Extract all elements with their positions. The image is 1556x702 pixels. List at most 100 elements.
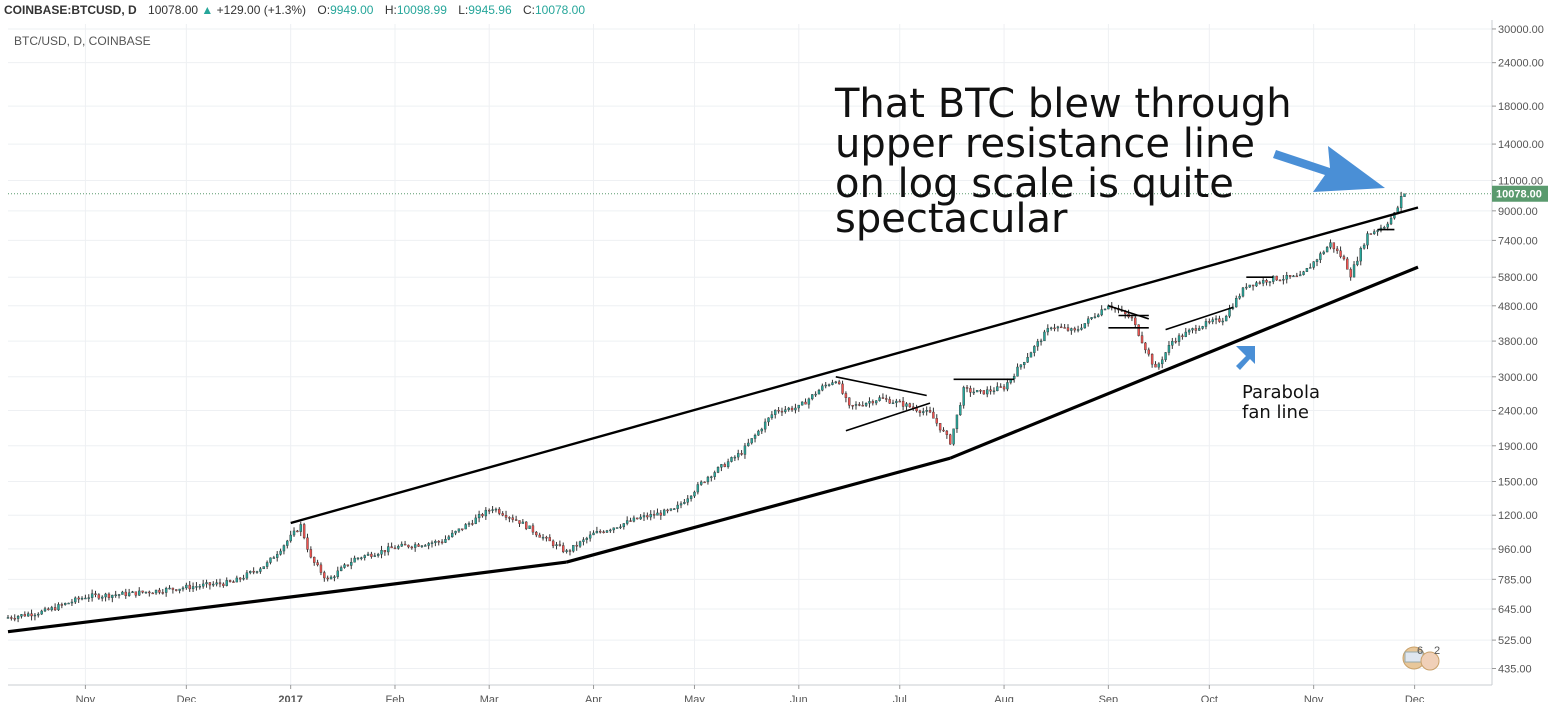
x-tick-label: Oct — [1201, 694, 1218, 702]
y-tick-label: 30000.00 — [1498, 24, 1544, 36]
events-count-b: 2 — [1434, 645, 1440, 657]
candle-body — [1389, 217, 1393, 225]
candle-body — [1241, 287, 1245, 297]
candle-body — [551, 540, 555, 547]
candle-body — [1403, 193, 1406, 197]
candle-body — [191, 586, 195, 590]
x-tick-label: Dec — [177, 694, 197, 702]
candle-body — [743, 445, 747, 455]
candle-body — [794, 407, 797, 411]
candle-body — [1076, 329, 1080, 331]
candle-body — [629, 520, 632, 522]
annotation-line-1: That BTC blew through — [834, 81, 1292, 127]
symbol-info-bar: COINBASE:BTCUSD, D 10078.00 ▲ +129.00 (+… — [0, 0, 1556, 20]
candle-body — [1342, 256, 1346, 260]
candle-body — [874, 400, 878, 404]
candle-body — [945, 430, 949, 435]
candle-body — [518, 520, 521, 524]
candle-body — [1036, 341, 1039, 347]
trend-line-lower-fan-3 — [949, 265, 1419, 460]
candle-body — [1053, 327, 1056, 330]
candle-body — [753, 434, 757, 439]
candle-body — [787, 407, 790, 410]
candle-body — [514, 519, 518, 521]
candle-body — [662, 509, 666, 516]
candle-body — [144, 591, 148, 594]
candle-body — [679, 503, 683, 506]
candle-body — [50, 607, 53, 611]
candle-body — [60, 604, 64, 606]
candle-body — [844, 393, 848, 398]
candle-body — [488, 509, 491, 512]
candle-body — [733, 456, 737, 459]
candle-body — [1177, 335, 1181, 342]
candle-body — [1359, 248, 1362, 262]
candle-body — [430, 542, 434, 544]
candle-body — [1171, 340, 1174, 346]
candle-body — [87, 597, 90, 599]
candle-body — [1066, 327, 1070, 331]
candle-body — [454, 530, 457, 534]
candle-body — [639, 516, 642, 520]
candle-body — [117, 594, 121, 596]
symbol-label[interactable]: COINBASE:BTCUSD, D — [4, 3, 137, 17]
candle-body — [1238, 295, 1241, 299]
candle-body — [16, 616, 20, 619]
candle-body — [1161, 359, 1164, 365]
candle-body — [413, 544, 417, 548]
candle-body — [1090, 317, 1093, 320]
events-badge[interactable]: 6 2 — [1402, 645, 1440, 671]
candle-body — [612, 527, 615, 531]
candle-body — [417, 544, 420, 547]
candle-body — [962, 387, 965, 406]
candle-body — [656, 512, 659, 516]
candle-body — [225, 580, 228, 586]
candle-body — [673, 508, 676, 510]
y-tick-label: 7400.00 — [1498, 235, 1538, 247]
price-chart[interactable]: 435.00 525.00 645.00 785.00 960.00 1200.00 150… — [0, 20, 1556, 702]
candle-body — [959, 405, 962, 416]
candle-body — [898, 400, 901, 403]
candle-body — [683, 502, 686, 504]
candle-body — [1093, 316, 1097, 319]
candle-body — [329, 576, 333, 580]
candle-body — [269, 557, 272, 563]
candle-body — [1248, 284, 1251, 288]
trend-line-oct-channel — [1165, 306, 1234, 331]
low-label: L: — [458, 3, 469, 17]
candle-body — [400, 543, 403, 547]
candle-body — [1070, 328, 1073, 331]
candle-body — [730, 457, 733, 462]
y-tick-label: 435.00 — [1498, 664, 1532, 676]
candle-body — [767, 417, 770, 423]
candle-body — [80, 597, 84, 600]
trend-line-upper-resistance — [290, 206, 1419, 525]
candle-body — [619, 526, 622, 529]
candle-body — [528, 525, 531, 529]
annotation-line-3: on log scale is quite — [835, 161, 1234, 207]
high-value: 10098.99 — [396, 3, 447, 17]
candle-body — [595, 531, 599, 534]
candle-body — [151, 592, 154, 595]
candle-body — [245, 572, 249, 579]
candle-body — [565, 550, 568, 552]
candle-body — [706, 476, 710, 483]
candle-body — [750, 438, 753, 444]
candle-body — [1383, 227, 1386, 229]
candle-body — [397, 546, 400, 549]
small-arrow-icon — [1236, 346, 1255, 370]
candle-body — [276, 554, 279, 558]
candle-body — [1174, 340, 1177, 343]
candle-body — [350, 561, 353, 566]
candle-body — [1019, 364, 1023, 368]
candle-body — [302, 524, 306, 539]
candle-body — [363, 555, 366, 558]
y-tick-label: 2400.00 — [1498, 406, 1538, 418]
candle-body — [208, 582, 212, 586]
candle-body — [1346, 258, 1349, 270]
change-value: +129.00 (+1.3%) — [216, 3, 307, 17]
candle-body — [1376, 230, 1379, 232]
candle-body — [10, 617, 13, 619]
candle-body — [901, 400, 905, 407]
candle-body — [848, 397, 851, 406]
